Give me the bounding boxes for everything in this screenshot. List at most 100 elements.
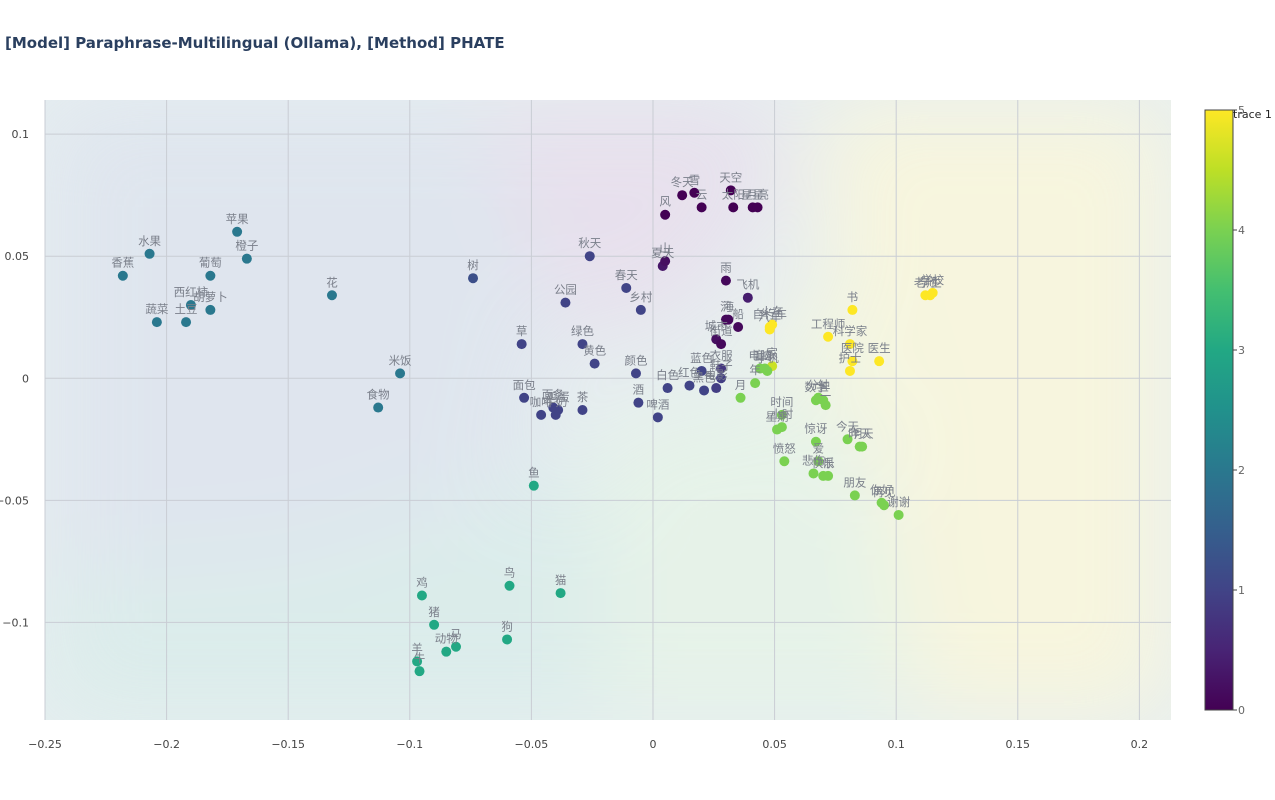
scatter-point[interactable] [750, 378, 761, 389]
point-label: 山 [659, 241, 671, 255]
scatter-point[interactable] [762, 365, 773, 376]
scatter-point[interactable] [635, 304, 646, 315]
scatter-point[interactable] [716, 339, 727, 350]
scatter-point[interactable] [185, 300, 196, 311]
point-label: 茶 [577, 390, 589, 404]
scatter-point[interactable] [630, 368, 641, 379]
colorbar-tick-label: 2 [1238, 464, 1245, 477]
scatter-point[interactable] [652, 412, 663, 423]
scatter-point[interactable] [844, 365, 855, 376]
scatter-point[interactable] [720, 275, 731, 286]
scatter-point[interactable] [144, 248, 155, 259]
scatter-point[interactable] [764, 324, 775, 335]
x-tick-label: −0.1 [396, 738, 423, 751]
scatter-point[interactable] [412, 656, 423, 667]
scatter-point[interactable] [776, 422, 787, 433]
scatter-point[interactable] [528, 480, 539, 491]
point-label: 羊 [411, 641, 423, 655]
scatter-point[interactable] [451, 641, 462, 652]
scatter-point[interactable] [117, 270, 128, 281]
point-label: 风 [659, 195, 671, 209]
legend-item-trace-1[interactable]: trace 1 [1233, 108, 1272, 121]
scatter-point[interactable] [925, 290, 936, 301]
scatter-point[interactable] [733, 322, 744, 333]
scatter-point[interactable] [808, 468, 819, 479]
scatter-point[interactable] [589, 358, 600, 369]
scatter-point[interactable] [429, 619, 440, 630]
scatter-point[interactable] [684, 380, 695, 391]
colorbar-tick-label: 0 [1238, 704, 1245, 717]
scatter-point[interactable] [516, 339, 527, 350]
scatter-point[interactable] [621, 282, 632, 293]
scatter-point[interactable] [205, 304, 216, 315]
x-tick-label: 0.2 [1131, 738, 1149, 751]
scatter-point[interactable] [813, 456, 824, 467]
scatter-point[interactable] [893, 509, 904, 520]
scatter-point[interactable] [723, 314, 734, 325]
scatter-point[interactable] [711, 383, 722, 394]
scatter-point[interactable] [696, 202, 707, 213]
scatter-point[interactable] [752, 202, 763, 213]
point-label: 公园 [554, 283, 577, 297]
point-label: 船 [732, 307, 744, 321]
scatter-point[interactable] [779, 456, 790, 467]
scatter-point[interactable] [502, 634, 513, 645]
scatter-point[interactable] [151, 317, 162, 328]
scatter-point[interactable] [725, 185, 736, 196]
scatter-point[interactable] [677, 190, 688, 201]
scatter-point[interactable] [633, 397, 644, 408]
scatter-point[interactable] [519, 392, 530, 403]
scatter-point[interactable] [849, 490, 860, 501]
point-label: 蔬菜 [145, 302, 168, 316]
scatter-point[interactable] [660, 209, 671, 220]
scatter-point[interactable] [813, 392, 824, 403]
scatter-point[interactable] [205, 270, 216, 281]
scatter-point[interactable] [810, 436, 821, 447]
scatter-point[interactable] [504, 580, 515, 591]
scatter-point[interactable] [584, 251, 595, 262]
scatter-point[interactable] [716, 373, 727, 384]
scatter-point[interactable] [577, 405, 588, 415]
scatter-point[interactable] [468, 273, 479, 284]
scatter-point[interactable] [441, 646, 452, 657]
point-label: 朋友 [843, 475, 866, 489]
scatter-point[interactable] [820, 400, 831, 411]
scatter-point[interactable] [842, 434, 853, 445]
scatter-point[interactable] [728, 202, 739, 213]
scatter-point[interactable] [414, 666, 425, 677]
scatter-point[interactable] [326, 290, 337, 301]
point-label: 河 [720, 300, 732, 314]
scatter-point[interactable] [660, 256, 671, 267]
scatter-point[interactable] [696, 365, 707, 376]
scatter-point[interactable] [823, 331, 834, 342]
point-label: 恨 [822, 456, 834, 470]
scatter-point[interactable] [560, 297, 571, 308]
scatter-point[interactable] [536, 409, 547, 420]
scatter-point[interactable] [874, 356, 885, 367]
scatter-point[interactable] [232, 226, 243, 237]
scatter-point[interactable] [555, 588, 566, 599]
scatter-point[interactable] [847, 304, 858, 315]
scatter-point[interactable] [373, 402, 384, 413]
scatter-point[interactable] [416, 590, 427, 601]
scatter-point[interactable] [241, 253, 252, 264]
scatter-point[interactable] [181, 317, 192, 328]
scatter-point[interactable] [847, 356, 858, 367]
scatter-point[interactable] [548, 402, 559, 413]
scatter-point[interactable] [699, 385, 710, 396]
point-label: 城市 [705, 319, 728, 333]
point-label: 鞋子 [710, 358, 733, 372]
scatter-point[interactable] [735, 392, 746, 403]
scatter-point[interactable] [876, 497, 887, 508]
scatter-point[interactable] [716, 363, 727, 374]
scatter-point[interactable] [395, 368, 406, 379]
scatter-point[interactable] [689, 187, 700, 198]
point-label: 科学家 [833, 324, 868, 338]
scatter-point[interactable] [823, 470, 834, 481]
scatter-point[interactable] [844, 339, 855, 350]
scatter-point[interactable] [662, 383, 673, 394]
scatter-point[interactable] [742, 292, 753, 303]
scatter-point[interactable] [577, 339, 588, 350]
scatter-point[interactable] [776, 409, 787, 420]
scatter-point[interactable] [857, 441, 868, 452]
